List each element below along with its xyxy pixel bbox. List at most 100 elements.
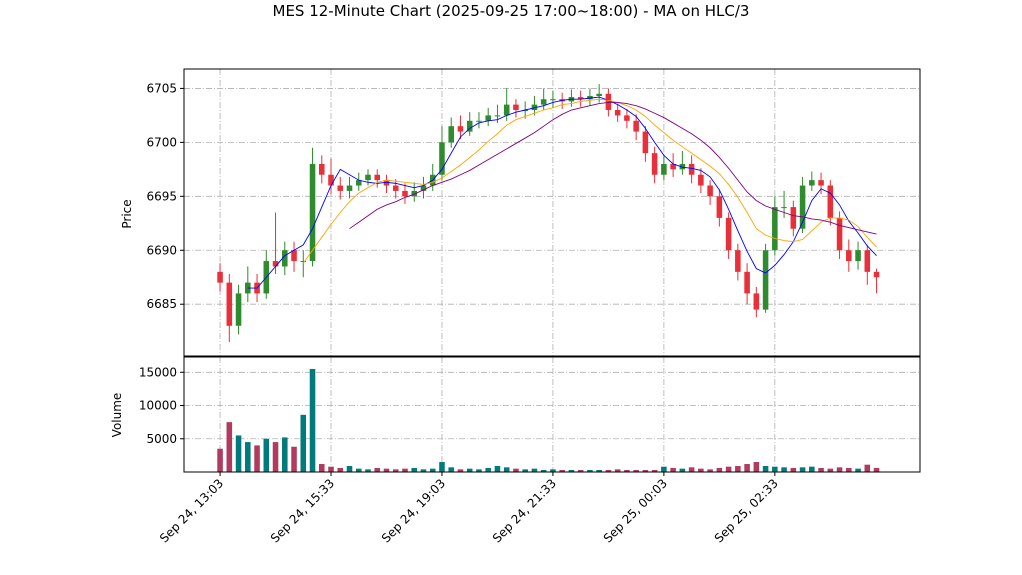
volume-bar (291, 446, 297, 472)
candle-body (346, 185, 353, 191)
volume-bar (402, 468, 408, 472)
volume-bar (485, 468, 491, 472)
volume-bar (568, 470, 575, 472)
candle-body (614, 110, 621, 116)
candle-body (716, 196, 723, 218)
candle-body (725, 217, 732, 251)
volume-bar (272, 442, 279, 472)
candle-body (318, 163, 325, 175)
volume-bar (818, 468, 824, 472)
volume-panel-frame (183, 356, 921, 473)
volume-bar (346, 466, 353, 472)
volume-bar (688, 467, 695, 472)
price-panel-frame (183, 68, 921, 357)
candle-body (744, 271, 750, 294)
volume-bar (235, 435, 242, 472)
candle-body (476, 120, 482, 122)
candle-body (355, 180, 362, 186)
volume-bar (577, 470, 584, 472)
candle-body (328, 174, 334, 186)
volume-bar (263, 438, 270, 472)
y-axis-label: Price (120, 199, 134, 228)
candle-body (809, 180, 815, 186)
candle-body (411, 190, 418, 197)
candle-body (661, 163, 667, 175)
candle-body (217, 271, 223, 283)
volume-bar (420, 469, 427, 472)
volume-tick-label: 5000 (146, 432, 177, 446)
volume-bar (864, 464, 871, 472)
candle-body (392, 185, 399, 191)
volume-bar (559, 470, 565, 472)
volume-bar (337, 468, 344, 472)
candle-body (402, 190, 408, 197)
candle-body (466, 120, 473, 132)
volume-bar (707, 469, 713, 472)
volume-bar (226, 422, 233, 472)
candle-body (864, 250, 871, 272)
volume-bar (725, 466, 732, 472)
candle-body (448, 126, 454, 143)
volume-bar (753, 462, 760, 472)
moving-average-line (302, 98, 877, 264)
candle-body (291, 250, 297, 262)
volume-bar (217, 448, 223, 472)
candle-body (531, 104, 538, 110)
volume-bar (809, 466, 815, 472)
volume-bar (365, 469, 371, 472)
candle-body (420, 185, 427, 191)
volume-bar (790, 468, 797, 472)
candle-body (753, 293, 760, 310)
volume-bar (383, 468, 390, 472)
y-tick-label: 6685 (146, 297, 177, 311)
candle-body (513, 104, 519, 110)
candle-body (605, 93, 612, 110)
moving-average-line (349, 101, 877, 235)
volume-bar (392, 469, 399, 472)
x-tick-label: Sep 24, 21:33 (490, 476, 559, 545)
candle-body (494, 115, 501, 117)
volume-bar (698, 468, 704, 472)
volume-bar (411, 468, 418, 472)
volume-bar (781, 467, 787, 472)
candle-body (670, 163, 676, 170)
x-tick-label: Sep 24, 13:03 (157, 476, 226, 545)
volume-bar (633, 470, 639, 472)
candle-body (374, 174, 381, 181)
candle-body (707, 185, 713, 197)
candle-body (651, 153, 658, 175)
volume-bar (735, 466, 741, 472)
candle-body (624, 115, 630, 121)
volume-bar (457, 469, 464, 472)
volume-bar (716, 468, 723, 472)
candle-body (522, 110, 528, 111)
candle-body (688, 163, 695, 175)
volume-axis-label: Volume (110, 393, 124, 438)
volume-bar (827, 468, 834, 472)
candle-body (873, 271, 880, 278)
candle-body (503, 104, 510, 116)
volume-bar (245, 442, 251, 472)
candle-body (587, 95, 593, 100)
volume-bar (596, 470, 602, 472)
candle-body (577, 97, 584, 100)
candle-body (790, 207, 797, 229)
candle-body (836, 217, 843, 251)
volume-bar (679, 468, 686, 472)
candle-body (827, 185, 834, 218)
candle-body (596, 93, 602, 96)
volume-bar (744, 464, 750, 472)
candle-body (485, 115, 491, 121)
candle-body (439, 142, 445, 175)
volume-bar (624, 470, 630, 472)
candle-body (457, 126, 464, 132)
volume-bar (855, 468, 861, 472)
volume-bar (531, 468, 538, 472)
volume-bar (476, 469, 482, 472)
volume-bar (318, 464, 325, 472)
y-tick-label: 6695 (146, 189, 177, 203)
candle-body (272, 261, 279, 267)
y-tick-label: 6690 (146, 243, 177, 257)
y-tick-label: 6700 (146, 135, 177, 149)
x-tick-label: Sep 24, 15:33 (268, 476, 337, 545)
